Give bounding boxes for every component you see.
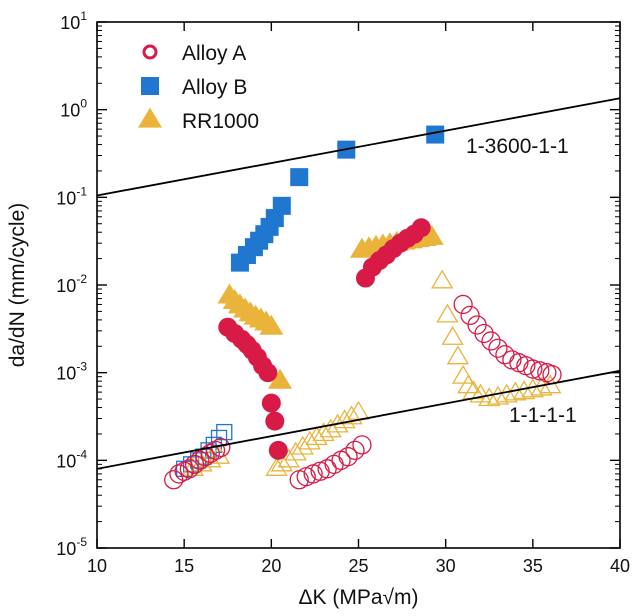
point-alloy-b-filled-7: [272, 196, 291, 215]
legend: Alloy A Alloy B RR1000: [138, 42, 259, 133]
point-alloy-a-open-31: [530, 361, 550, 381]
annotation-1-1-1-1: 1-1-1-1: [509, 404, 577, 427]
y-axis-title: da/dN (mm/cycle): [6, 203, 29, 368]
y-tick-label-0: 100: [60, 97, 87, 121]
point-rr1000-open-15: [340, 405, 363, 425]
point-rr1000-open-24: [469, 383, 492, 403]
point-rr1000-open-18: [436, 303, 459, 323]
x-tick-label-20: 20: [261, 556, 281, 576]
annotation-1-3600-1-1: 1-3600-1-1: [466, 135, 569, 158]
reference-line-1: [96, 369, 621, 470]
x-tick-label-10: 10: [87, 556, 107, 576]
reference-line-0: [96, 97, 621, 197]
point-rr1000-open-20: [446, 345, 470, 365]
point-alloy-a-filled-19: [411, 218, 431, 238]
point-rr1000-filled-20: [419, 224, 444, 245]
x-tick-label-15: 15: [174, 556, 194, 576]
legend-marker-alloy-b: [141, 77, 159, 95]
legend-label-alloy-a: Alloy A: [182, 42, 246, 65]
data-marks: [164, 125, 562, 490]
point-rr1000-filled-9: [268, 368, 293, 389]
point-rr1000-open-21: [451, 364, 475, 384]
legend-marker-alloy-a: [142, 44, 158, 60]
y-tick-label-1: 101: [60, 9, 87, 33]
point-rr1000-open-19: [441, 325, 464, 345]
point-alloy-b-filled-10: [426, 125, 445, 144]
point-alloy-a-filled-10: [268, 440, 288, 460]
point-alloy-a-open-21: [460, 305, 480, 326]
point-alloy-a-open-1: [169, 464, 189, 484]
point-alloy-b-filled-8: [290, 168, 309, 187]
point-alloy-a-open-23: [474, 323, 494, 344]
point-alloy-a-open-17: [338, 447, 358, 467]
point-alloy-a-open-30: [523, 359, 543, 379]
legend-label-alloy-b: Alloy B: [182, 76, 247, 99]
x-tick-label-30: 30: [436, 556, 456, 576]
legend-entry-alloy-a: Alloy A: [142, 42, 246, 65]
point-alloy-a-open-8: [205, 440, 226, 460]
legend-marker-rr1000: [138, 107, 162, 128]
legend-symbol-2: [138, 107, 162, 128]
point-rr1000-open-17: [431, 269, 454, 289]
point-alloy-a-filled-9: [265, 411, 285, 431]
point-alloy-a-open-15: [324, 454, 344, 474]
x-tick-label-40: 40: [610, 556, 630, 576]
legend-symbol-0: [142, 44, 158, 60]
point-alloy-a-open-25: [488, 338, 508, 358]
y-tick-label--3: 10-3: [56, 360, 87, 384]
point-alloy-a-open-14: [317, 459, 337, 479]
y-tick-label--1: 10-1: [56, 184, 87, 208]
point-rr1000-open-6: [277, 448, 300, 468]
legend-label-rr1000: RR1000: [182, 110, 259, 133]
x-tick-label-35: 35: [523, 556, 543, 576]
y-tick-label--5: 10-5: [56, 535, 87, 559]
x-axis-title: ΔK (MPa√m): [298, 586, 418, 609]
point-rr1000-open-2: [199, 448, 222, 468]
point-alloy-a-open-18: [345, 440, 365, 460]
reference-lines: [96, 97, 621, 470]
point-alloy-a-open-4: [184, 454, 205, 474]
point-rr1000-open-7: [284, 441, 307, 461]
y-tick-label--4: 10-4: [56, 447, 87, 471]
point-rr1000-open-16: [347, 400, 370, 420]
point-alloy-a-open-24: [481, 331, 501, 351]
y-tick-label--2: 10-2: [56, 272, 87, 296]
point-rr1000-open-5: [270, 452, 293, 472]
point-alloy-a-open-7: [200, 443, 220, 464]
axis-ticks: 10 15 20 25 30 35 40 101 100 10-1 10-2 10-3 10-4 10-5: [56, 9, 630, 576]
point-alloy-a-filled-8: [261, 393, 281, 413]
point-alloy-a-open-20: [453, 294, 473, 315]
point-alloy-a-open-33: [542, 364, 562, 385]
point-rr1000-open-8: [291, 435, 314, 455]
x-tick-label-25: 25: [348, 556, 368, 576]
legend-symbol-1: [141, 77, 159, 95]
point-alloy-a-open-19: [352, 435, 372, 455]
point-rr1000-open-22: [457, 374, 480, 394]
point-alloy-a-open-5: [190, 450, 210, 470]
legend-entry-rr1000: RR1000: [138, 107, 259, 133]
point-alloy-a-filled-7: [258, 363, 278, 383]
legend-entry-alloy-b: Alloy B: [141, 76, 247, 99]
point-rr1000-filled-8: [259, 314, 284, 335]
point-rr1000-open-12: [319, 418, 342, 438]
